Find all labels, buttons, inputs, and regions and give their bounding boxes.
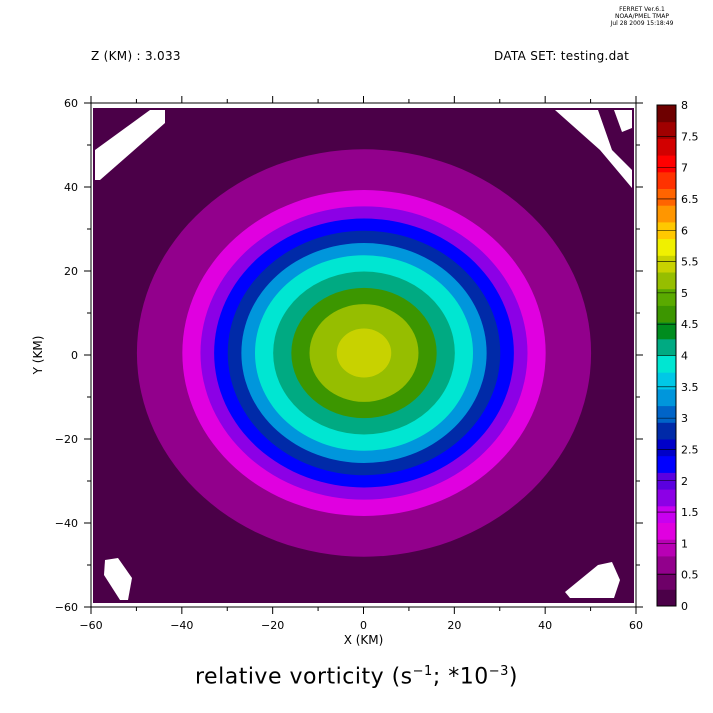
colorbar-tick-label: 5 xyxy=(681,287,688,300)
colorbar-swatch xyxy=(657,388,676,407)
colorbar-swatch xyxy=(657,455,676,473)
x-tick-label: 20 xyxy=(447,619,461,632)
y-tick-label: −40 xyxy=(55,517,78,530)
meta-line-3: Jul 28 2009 15:18:49 xyxy=(610,20,674,27)
colorbar-swatch xyxy=(657,155,676,173)
missing-data-patch xyxy=(614,110,632,132)
colorbar-swatch xyxy=(657,589,676,607)
colorbar-tick-label: 8 xyxy=(681,99,688,112)
x-tick-label: −60 xyxy=(79,619,102,632)
y-tick-label: 60 xyxy=(64,97,78,110)
meta-line-1: FERRET Ver.6.1 xyxy=(619,6,665,13)
colorbar-swatch xyxy=(657,305,676,323)
y-tick-label: 20 xyxy=(64,265,78,278)
x-tick-label: −20 xyxy=(261,619,284,632)
colorbar-swatch xyxy=(657,555,676,574)
colorbar-swatch xyxy=(657,205,676,223)
colorbar-swatch xyxy=(657,105,676,123)
colorbar-swatch xyxy=(657,539,676,557)
y-tick-label: −60 xyxy=(55,601,78,614)
chart-caption: relative vorticity (s−1; *10−3) xyxy=(0,664,713,689)
caption-exp2: −3 xyxy=(488,664,509,679)
meta-line-2: NOAA/PMEL TMAP xyxy=(615,13,669,20)
colorbar-swatch xyxy=(657,272,676,290)
caption-exp1: −1 xyxy=(412,664,433,679)
colorbar-tick-label: 0.5 xyxy=(681,569,699,582)
y-tick-label: 40 xyxy=(64,181,78,194)
y-tick-label: −20 xyxy=(55,433,78,446)
caption-prefix: relative vorticity (s xyxy=(195,664,413,690)
colorbar-swatch xyxy=(657,355,676,373)
caption-middle: ; *10 xyxy=(432,664,489,690)
missing-data-patch xyxy=(104,558,132,600)
z-level-label: Z (KM) : 3.033 xyxy=(91,49,181,63)
x-axis-label: X (KM) xyxy=(344,633,384,647)
colorbar-swatch xyxy=(657,422,676,440)
colorbar-tick-label: 1 xyxy=(681,537,688,550)
colorbar-tick-label: 1.5 xyxy=(681,506,699,519)
y-tick-label: 0 xyxy=(71,349,78,362)
missing-data-patch xyxy=(565,562,620,598)
x-tick-label: 40 xyxy=(538,619,552,632)
colorbar-tick-label: 6.5 xyxy=(681,193,699,206)
colorbar: 0 0.5 1 1.5 2 2.5 3 3.5 4 4.5 5 5.5 6 6.5 7 7.5 8 xyxy=(656,99,699,613)
colorbar-swatch xyxy=(657,188,676,206)
colorbar-tick-label: 0 xyxy=(681,600,688,613)
plot-axes: −60 −40 −20 0 20 40 60 −60 −40 −20 0 20 40 60 X (KM) Y … xyxy=(31,96,643,647)
contour-band-5-5 xyxy=(336,328,392,378)
colorbar-tick-label: 5.5 xyxy=(681,256,699,269)
colorbar-tick-label: 3.5 xyxy=(681,381,699,394)
ferret-stamp: FERRET Ver.6.1 NOAA/PMEL TMAP Jul 28 200… xyxy=(587,6,697,27)
x-tick-label: −40 xyxy=(170,619,193,632)
colorbar-swatch xyxy=(657,171,676,189)
missing-data-patch xyxy=(555,110,632,188)
x-tick-label: 0 xyxy=(360,619,367,632)
colorbar-swatch xyxy=(657,288,676,306)
colorbar-swatch xyxy=(657,489,676,507)
dataset-label: DATA SET: testing.dat xyxy=(494,49,630,63)
contour-field xyxy=(93,108,634,603)
y-axis-label: Y (KM) xyxy=(31,336,45,376)
colorbar-swatch xyxy=(657,138,676,156)
colorbar-swatch xyxy=(657,255,676,273)
colorbar-tick-label: 4.5 xyxy=(681,318,699,331)
missing-data-patch xyxy=(95,110,165,180)
colorbar-swatch xyxy=(657,522,676,540)
colorbar-swatch xyxy=(657,439,676,457)
colorbar-tick-label: 4 xyxy=(681,350,688,363)
colorbar-swatch xyxy=(657,505,676,523)
colorbar-tick-label: 7.5 xyxy=(681,130,699,143)
colorbar-swatch xyxy=(657,572,676,590)
colorbar-tick-label: 2.5 xyxy=(681,443,699,456)
colorbar-swatch xyxy=(657,238,676,256)
colorbar-tick-label: 3 xyxy=(681,412,688,425)
colorbar-tick-label: 6 xyxy=(681,224,688,237)
colorbar-tick-label: 2 xyxy=(681,475,688,488)
colorbar-swatch xyxy=(657,405,676,423)
colorbar-swatch xyxy=(657,372,676,390)
caption-suffix: ) xyxy=(508,664,518,690)
colorbar-swatch xyxy=(657,121,676,139)
colorbar-swatch xyxy=(657,322,676,340)
colorbar-swatch xyxy=(657,338,676,356)
x-tick-label: 60 xyxy=(629,619,643,632)
colorbar-tick-label: 7 xyxy=(681,162,688,175)
